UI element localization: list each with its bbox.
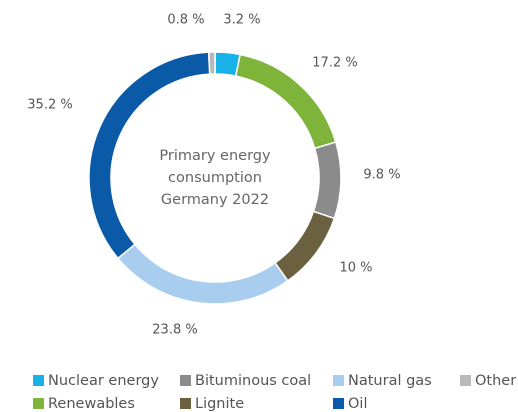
- donut-slice: [312, 141, 342, 220]
- legend-swatch: [333, 398, 344, 409]
- legend-swatch: [180, 375, 191, 386]
- legend-label: Natural gas: [348, 373, 432, 389]
- legend-label: Lignite: [195, 396, 244, 412]
- center-title: consumption: [168, 170, 262, 186]
- data-label: 35.2 %: [27, 98, 72, 113]
- data-label: 3.2 %: [223, 13, 260, 28]
- data-label: 17.2 %: [312, 56, 357, 71]
- legend-swatch: [33, 375, 44, 386]
- legend-swatch: [333, 375, 344, 386]
- legend-label: Oil: [348, 396, 367, 412]
- data-label: 23.8 %: [152, 323, 197, 338]
- legend-label: Nuclear energy: [48, 373, 159, 389]
- center-title: Germany 2022: [161, 192, 269, 208]
- legend-swatch: [180, 398, 191, 409]
- legend-swatch: [460, 375, 471, 386]
- donut-slice: [207, 51, 216, 75]
- legend-label: Bituminous coal: [195, 373, 311, 389]
- center-title: Primary energy: [159, 148, 271, 164]
- donut-slice: [274, 210, 336, 282]
- legend-label: Renewables: [48, 396, 135, 412]
- legend-swatch: [33, 398, 44, 409]
- data-label: 0.8 %: [167, 13, 204, 28]
- data-label: 9.8 %: [363, 168, 400, 183]
- data-label: 10 %: [339, 261, 372, 276]
- donut-slice: [116, 243, 289, 305]
- legend-label: Other: [475, 373, 516, 389]
